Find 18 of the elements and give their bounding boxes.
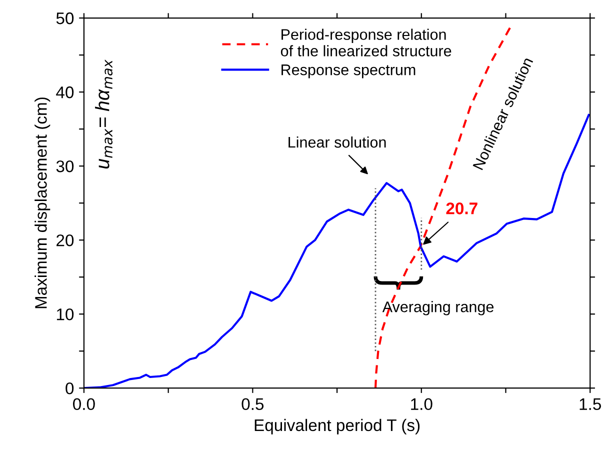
y-tick-label: 50 — [56, 12, 74, 24]
y-tick-label: 40 — [56, 86, 74, 98]
x-tick-label: 0.0 — [73, 398, 95, 410]
x-tick-label: 1.0 — [411, 398, 432, 410]
x-tick-label: 1.5 — [580, 398, 601, 410]
x-axis-title: Equivalent period T (s) — [254, 418, 420, 434]
legend-label: Response spectrum — [282, 64, 416, 78]
y-tick-label: 0 — [66, 382, 74, 394]
y-tick-label: 30 — [56, 160, 74, 172]
y-axis-title: Maximum displacement (cm) — [34, 98, 50, 308]
annotation: Linear solution — [288, 136, 386, 148]
legend-label: Period-response relation of the linearized structure — [280, 28, 452, 56]
x-tick-label: 0.5 — [242, 398, 264, 410]
annotation: u$_{max}$= hα$_{max}$ — [95, 60, 113, 169]
y-tick-label: 10 — [56, 308, 74, 320]
annotation: 20.7 — [446, 202, 478, 214]
annotation: Averaging range — [382, 301, 494, 316]
y-tick-label: 20 — [56, 234, 74, 246]
